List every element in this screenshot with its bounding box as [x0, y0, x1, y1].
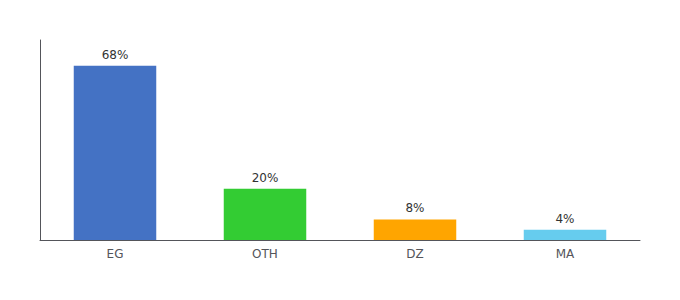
svg-text:DZ: DZ [406, 247, 423, 261]
svg-text:20%: 20% [252, 171, 279, 185]
svg-text:EG: EG [107, 247, 124, 261]
svg-text:OTH: OTH [252, 247, 278, 261]
svg-text:MA: MA [556, 247, 575, 261]
svg-text:68%: 68% [102, 48, 129, 62]
svg-text:8%: 8% [405, 201, 424, 215]
svg-text:4%: 4% [555, 212, 574, 226]
